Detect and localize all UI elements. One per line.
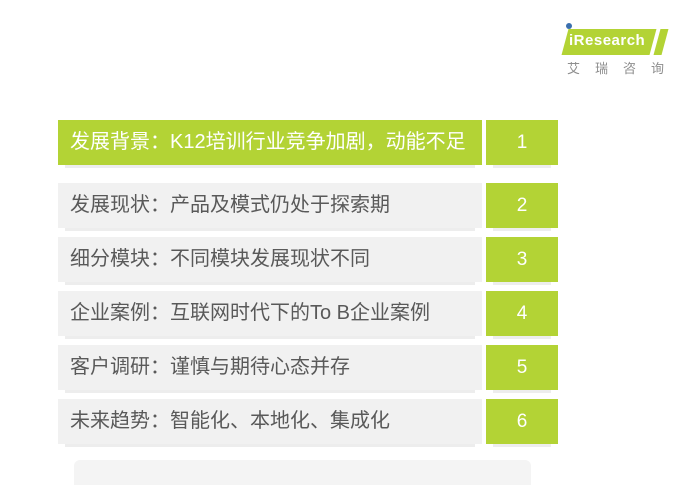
logo-wordmark: iResearch: [569, 32, 645, 49]
toc-row: 客户调研：谨慎与期待心态并存 5: [58, 345, 558, 390]
toc-row-number: 2: [486, 183, 558, 228]
toc-row-label: 未来趋势：智能化、本地化、集成化: [58, 399, 482, 444]
logo-letter-i: i: [569, 32, 574, 49]
bottom-shadow-strip: [74, 460, 531, 485]
toc-row-label: 企业案例：互联网时代下的To B企业案例: [58, 291, 482, 336]
toc-row-number: 5: [486, 345, 558, 390]
toc-row-label: 客户调研：谨慎与期待心态并存: [58, 345, 482, 390]
toc-row-number: 4: [486, 291, 558, 336]
logo-chinese-name: 艾瑞咨询: [567, 61, 680, 76]
toc-row-number: 3: [486, 237, 558, 282]
logo-green-sliver: [653, 29, 669, 55]
toc-row: 发展背景：K12培训行业竞争加剧，动能不足 1: [58, 120, 558, 165]
toc-row: 企业案例：互联网时代下的To B企业案例 4: [58, 291, 558, 336]
iresearch-logo: iResearch 艾瑞咨询: [560, 20, 680, 76]
toc-row-label: 发展背景：K12培训行业竞争加剧，动能不足: [58, 120, 482, 165]
toc-row: 细分模块：不同模块发展现状不同 3: [58, 237, 558, 282]
toc-row-label: 发展现状：产品及模式仍处于探索期: [58, 183, 482, 228]
toc-row-label: 细分模块：不同模块发展现状不同: [58, 237, 482, 282]
logo-i-dot-icon: [566, 23, 572, 29]
toc-row: 发展现状：产品及模式仍处于探索期 2: [58, 183, 558, 228]
toc-row-number: 6: [486, 399, 558, 444]
logo-letter-rest: Research: [573, 32, 646, 49]
toc-row: 未来趋势：智能化、本地化、集成化 6: [58, 399, 558, 444]
toc-row-number: 1: [486, 120, 558, 165]
